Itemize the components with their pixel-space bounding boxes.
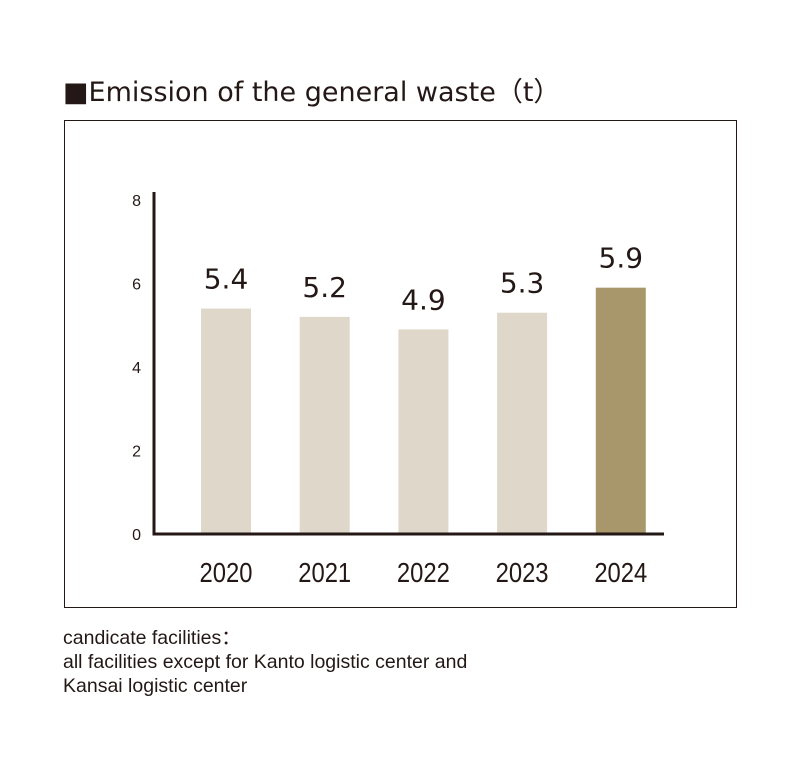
x-tick-label: 2023	[496, 556, 549, 588]
x-tick-label: 2022	[397, 556, 450, 588]
data-label: 5.3	[500, 267, 545, 300]
data-label: 5.4	[204, 263, 249, 296]
y-tick-label: 2	[132, 444, 141, 461]
footnote-line: all facilities except for Kanto logistic…	[63, 651, 468, 673]
data-label: 5.2	[302, 271, 347, 304]
chart-frame	[64, 120, 737, 608]
data-label: 4.9	[401, 283, 446, 316]
y-tick-label: 8	[132, 193, 141, 210]
y-tick-label: 6	[132, 277, 141, 294]
y-tick-label: 4	[132, 360, 141, 377]
x-tick-label: 2024	[594, 556, 647, 588]
data-label: 5.9	[599, 242, 644, 275]
bar-2023	[497, 312, 548, 534]
footnote-line: Kansai logistic center	[63, 675, 248, 697]
footnote-line: candicate facilities：	[63, 627, 241, 649]
footnote: candicate facilities： all facilities exc…	[63, 626, 467, 698]
chart-title: ■Emission of the general waste（t）	[63, 77, 561, 108]
x-tick-label: 2020	[200, 556, 253, 588]
bar-2022	[398, 329, 449, 534]
bar-2020	[201, 308, 251, 534]
bar-2024	[595, 287, 646, 534]
y-tick-label: 0	[132, 527, 141, 544]
x-tick-label: 2021	[298, 556, 351, 588]
bar-2021	[299, 316, 350, 534]
